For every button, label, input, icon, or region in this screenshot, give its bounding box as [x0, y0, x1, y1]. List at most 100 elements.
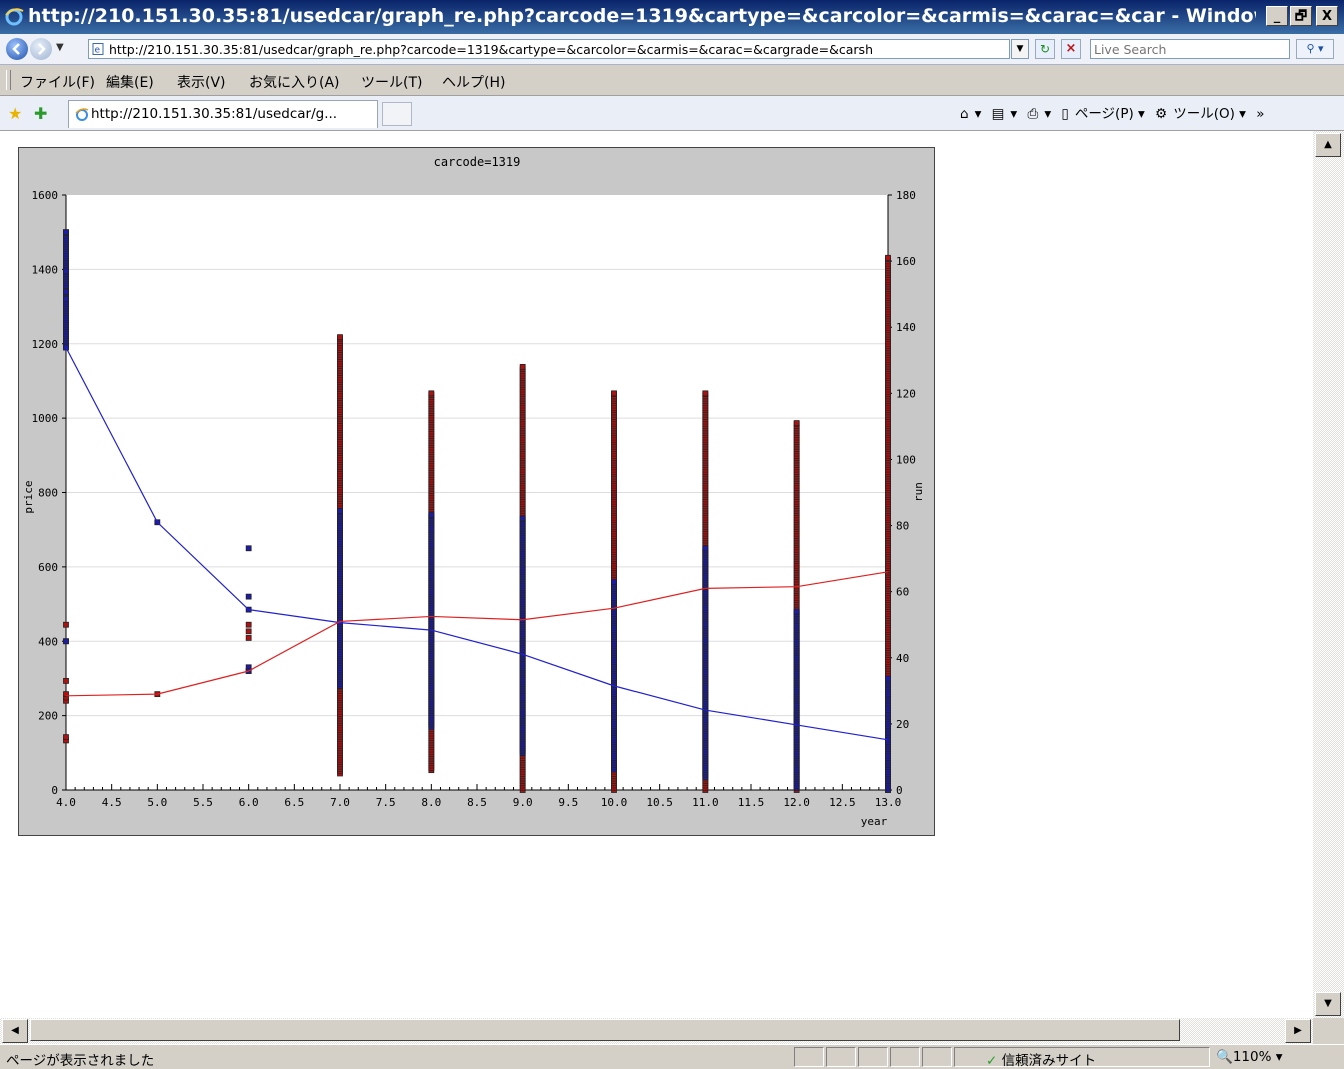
search-icon[interactable]: ⚲ ▾	[1296, 39, 1334, 59]
chevron-more-icon[interactable]: »	[1256, 106, 1265, 122]
x-tick-label: 7.0	[330, 796, 350, 809]
menu-edit[interactable]: 編集(E)	[106, 75, 154, 91]
run-point	[702, 390, 709, 397]
minimize-button[interactable]: _	[1266, 6, 1288, 26]
print-dropdown[interactable]: ▾	[1044, 106, 1052, 122]
refresh-icon[interactable]: ↻	[1035, 39, 1055, 59]
vertical-scrollbar[interactable]: ▲ ▼	[1313, 131, 1344, 1018]
status-pane	[922, 1047, 952, 1067]
command-bar: ⌂ ▾ ▤ ▾ ⎙ ▾ ▯ ページ(P) ▾ ⚙ ツール(O) ▾ »	[960, 102, 1271, 122]
close-button[interactable]: X	[1316, 6, 1338, 26]
scroll-up-icon[interactable]: ▲	[1315, 133, 1341, 157]
menu-view[interactable]: 表示(V)	[177, 75, 226, 91]
y2-tick-label: 60	[896, 586, 909, 599]
price-point	[885, 675, 891, 682]
security-zone[interactable]: ✓ 信頼済みサイト	[986, 1049, 1096, 1069]
scroll-down-icon[interactable]: ▼	[1315, 992, 1341, 1016]
trusted-check-icon: ✓	[986, 1053, 998, 1069]
back-arrow-icon	[12, 43, 20, 55]
stop-icon[interactable]: ×	[1061, 39, 1081, 59]
ie-page-icon	[75, 108, 89, 121]
resize-grip[interactable]	[1313, 1018, 1344, 1044]
y-tick-label: 0	[51, 784, 58, 797]
menu-tools[interactable]: ツール(T)	[361, 75, 423, 91]
favorites-star-icon[interactable]: ★	[8, 104, 23, 123]
tools-menu[interactable]: ツール(O) ▾	[1173, 106, 1246, 122]
y-tick-label: 400	[38, 635, 58, 648]
status-bar: ページが表示されました ✓ 信頼済みサイト 🔍110% ▾	[0, 1044, 1344, 1069]
horizontal-scrollbar[interactable]: ◀ ▶	[0, 1018, 1313, 1044]
toolbar-grip	[6, 70, 11, 90]
x-tick-label: 11.5	[738, 796, 765, 809]
zoom-level[interactable]: 🔍110% ▾	[1216, 1049, 1283, 1065]
y2-tick-label: 160	[896, 255, 916, 268]
zoom-icon: 🔍	[1216, 1049, 1233, 1065]
y-tick-label: 200	[38, 710, 58, 723]
y-tick-label: 1200	[32, 338, 59, 351]
price-point	[793, 608, 800, 615]
search-field[interactable]	[1090, 39, 1290, 59]
feeds-dropdown[interactable]: ▾	[1010, 106, 1018, 122]
y2-tick-label: 120	[896, 387, 916, 400]
run-point	[337, 334, 343, 341]
home-icon[interactable]: ⌂	[960, 106, 969, 122]
run-point	[63, 691, 69, 698]
y-tick-label: 1400	[32, 263, 59, 276]
chart: 0 200 400 600 800 1000 1200 1400 1600 0 20 40 60 80 10…	[18, 147, 935, 836]
zoom-value: 110%	[1232, 1049, 1272, 1065]
tab-current[interactable]: http://210.151.30.35:81/usedcar/g...	[68, 100, 378, 128]
run-point	[245, 628, 252, 635]
scroll-right-icon[interactable]: ▶	[1285, 1019, 1311, 1043]
address-field[interactable]: e	[88, 39, 1010, 59]
price-point	[63, 288, 69, 295]
zone-label: 信頼済みサイト	[1001, 1053, 1097, 1069]
tools-gear-icon: ⚙	[1155, 106, 1168, 122]
y-tick-label: 1000	[32, 412, 59, 425]
search-input[interactable]	[1091, 40, 1287, 58]
page-menu-icon: ▯	[1061, 106, 1069, 122]
run-point	[245, 635, 252, 641]
print-icon[interactable]: ⎙	[1027, 106, 1039, 122]
y2-tick-label: 180	[896, 189, 916, 202]
y-tick-label: 600	[38, 561, 58, 574]
price-point	[337, 508, 343, 514]
x-tick-label: 8.5	[467, 796, 487, 809]
add-favorite-icon[interactable]: ✚	[34, 104, 48, 123]
url-dropdown-icon[interactable]: ▼	[1011, 39, 1029, 59]
price-point	[63, 296, 69, 303]
run-point	[519, 363, 526, 370]
menu-help[interactable]: ヘルプ(H)	[442, 75, 506, 91]
x-tick-label: 12.5	[829, 796, 856, 809]
horizontal-scroll-thumb[interactable]	[30, 1019, 1180, 1041]
x-tick-label: 8.0	[421, 796, 441, 809]
y2-tick-label: 100	[896, 453, 916, 466]
page-icon: e	[92, 43, 104, 55]
forward-button[interactable]	[30, 38, 52, 60]
svg-text:e: e	[95, 46, 101, 56]
price-point	[245, 545, 252, 552]
new-tab-button[interactable]	[382, 102, 412, 126]
price-point	[519, 515, 526, 522]
tab-bar: ★ ✚ http://210.151.30.35:81/usedcar/g...…	[0, 96, 1344, 131]
scroll-left-icon[interactable]: ◀	[2, 1019, 28, 1043]
run-point	[428, 390, 435, 397]
maximize-button[interactable]: 🗗	[1290, 6, 1312, 26]
status-text: ページが表示されました	[6, 1053, 155, 1069]
x-axis-label: year	[861, 815, 888, 828]
y2-tick-label: 40	[896, 652, 909, 665]
home-dropdown[interactable]: ▾	[974, 106, 982, 122]
url-input[interactable]	[109, 41, 989, 57]
back-button[interactable]	[6, 38, 28, 60]
window-title-bar[interactable]: http://210.151.30.35:81/usedcar/graph_re…	[0, 0, 1344, 34]
x-tick-label: 9.0	[513, 796, 533, 809]
x-tick-label: 5.5	[193, 796, 213, 809]
page-menu[interactable]: ページ(P) ▾	[1074, 106, 1145, 122]
x-tick-label: 10.0	[601, 796, 628, 809]
menu-favorites[interactable]: お気に入り(A)	[249, 75, 340, 91]
price-point	[428, 511, 435, 518]
forward-arrow-icon	[38, 43, 46, 55]
feeds-icon[interactable]: ▤	[991, 106, 1005, 122]
history-dropdown-icon[interactable]: ▼	[56, 42, 64, 53]
menu-file[interactable]: ファイル(F)	[20, 75, 95, 91]
y2-tick-label: 140	[896, 321, 916, 334]
